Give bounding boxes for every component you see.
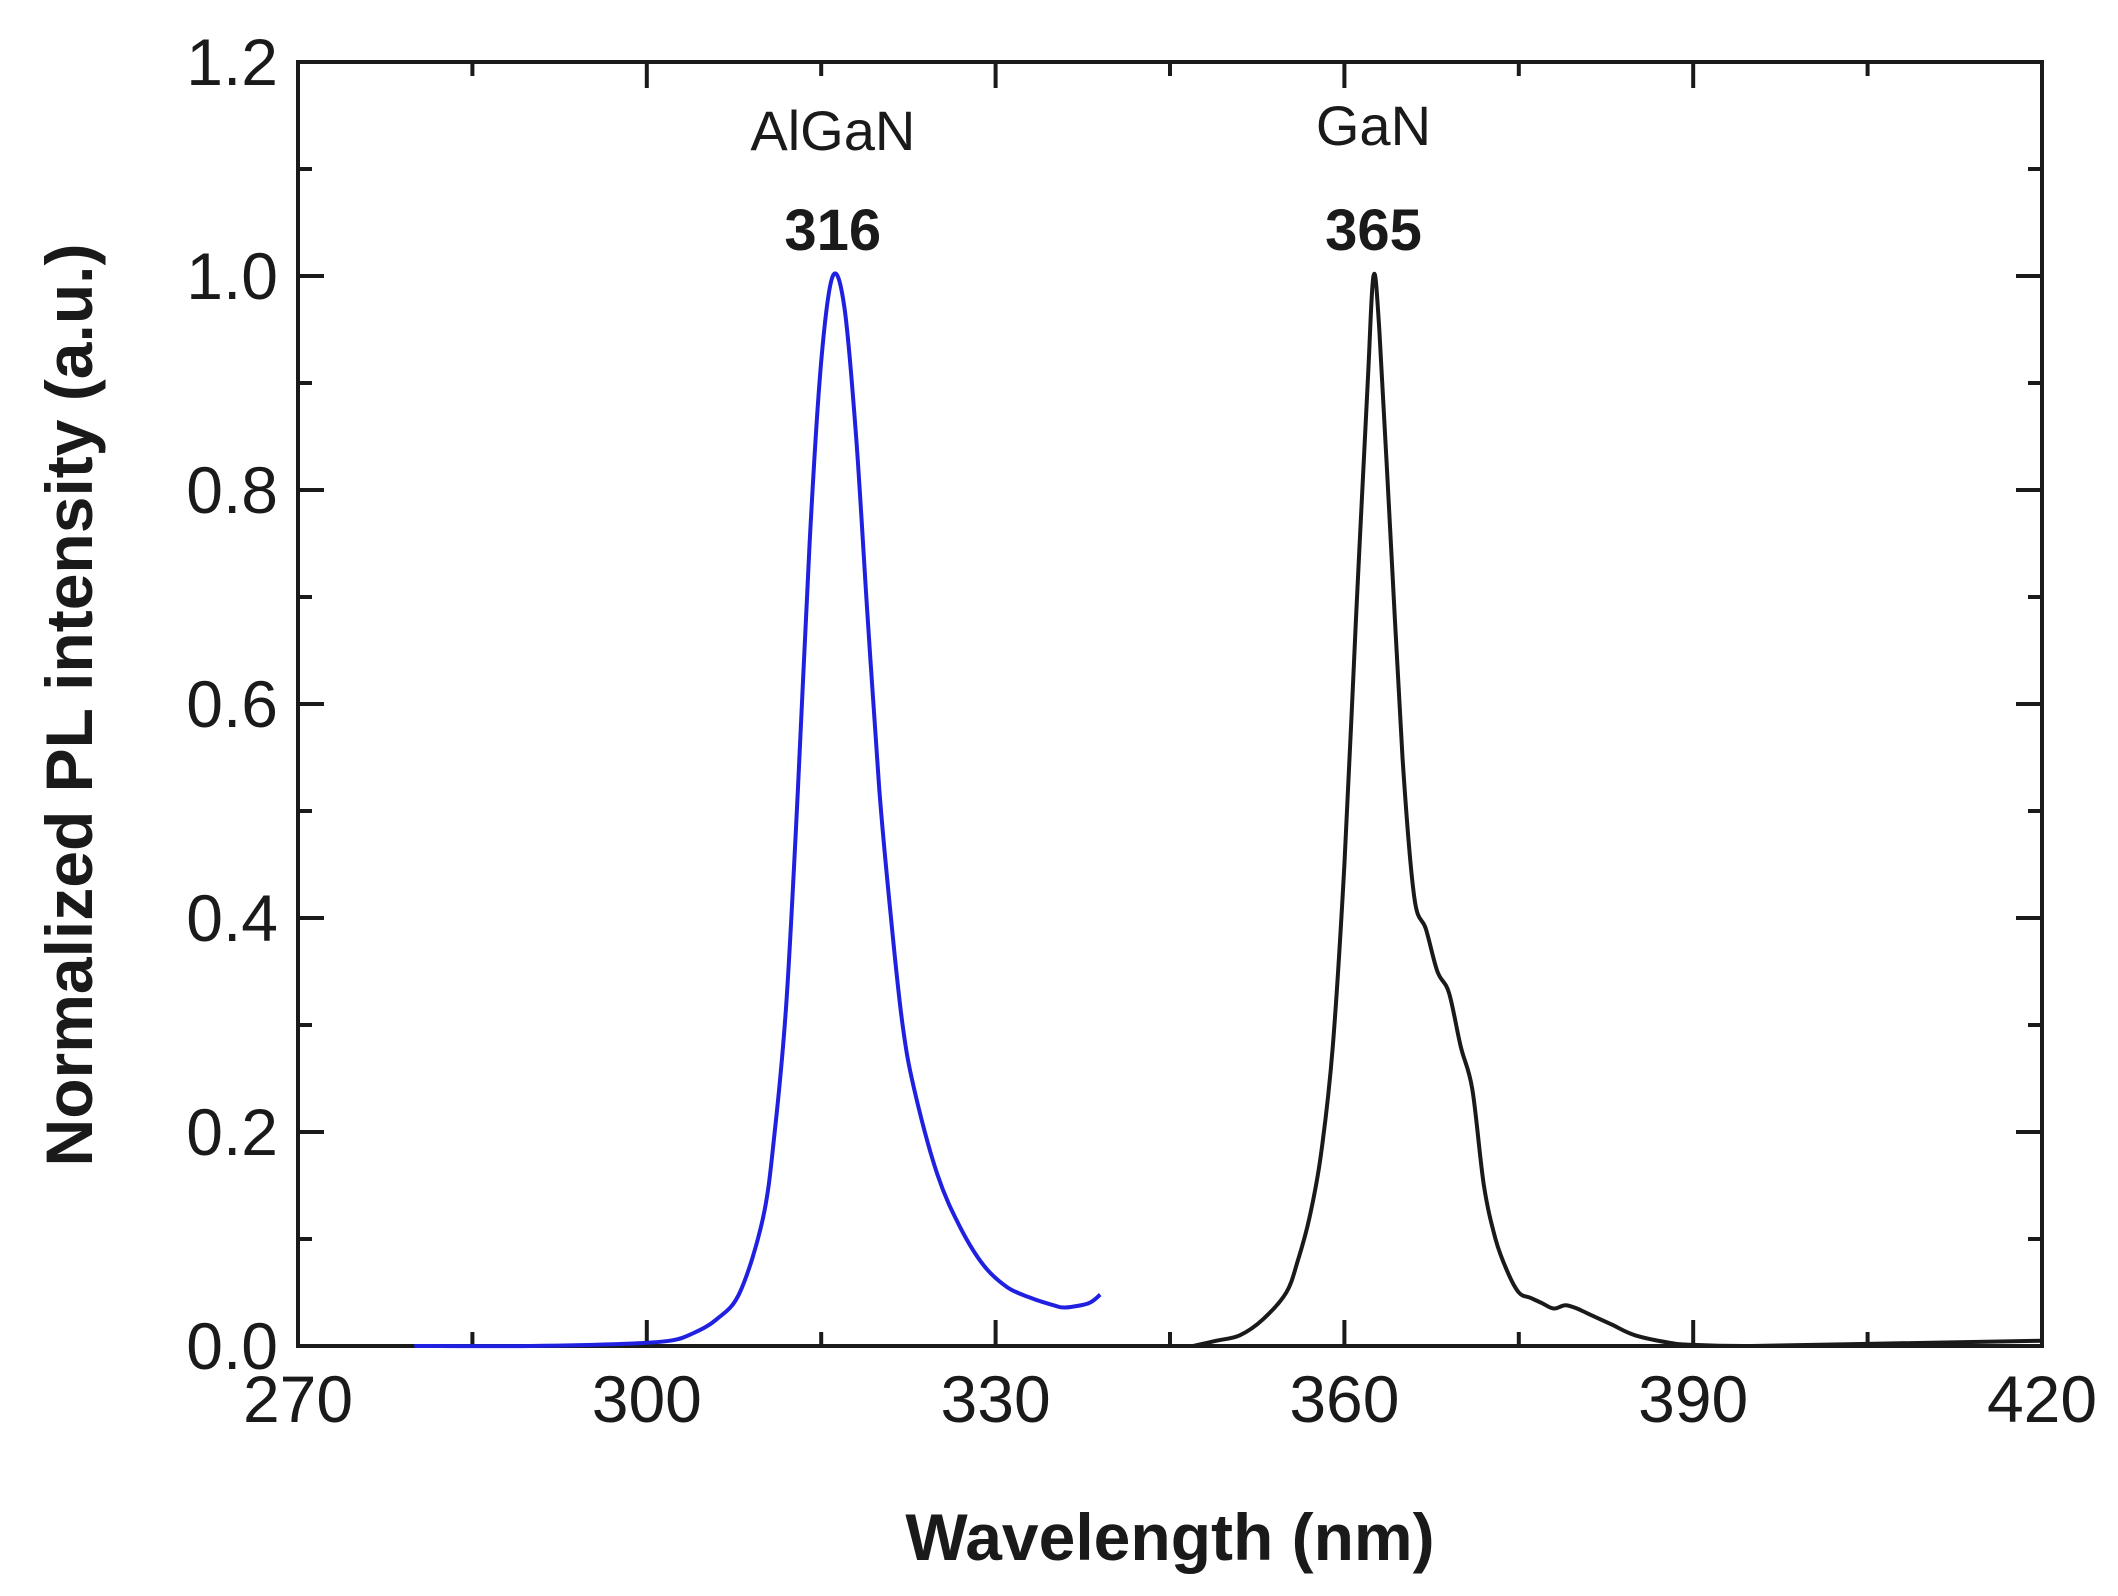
y-tick-label: 0.8: [186, 453, 278, 527]
peak-wavelength-label: 316: [784, 198, 881, 263]
y-tick-label: 0.2: [186, 1095, 278, 1169]
x-tick-labels: 270 300 330 360 390 420: [243, 1362, 2097, 1436]
x-tick-label: 270: [243, 1362, 353, 1436]
series-labels: AlGaN 316 GaN 365: [750, 94, 1431, 263]
peak-wavelength-label: 365: [1325, 198, 1422, 263]
series-name-label: GaN: [1316, 94, 1431, 157]
y-tick-label: 1.0: [186, 239, 278, 313]
plot-frame: [296, 60, 2044, 1348]
y-tick-label: 0.6: [186, 667, 278, 741]
x-tick-label: 420: [1987, 1362, 2097, 1436]
series-name-label: AlGaN: [750, 99, 915, 162]
x-tick-label: 360: [1289, 1362, 1399, 1436]
y-tick-label: 1.2: [186, 25, 278, 99]
y-tick-label: 0.0: [186, 1309, 278, 1383]
axis-ticks: [296, 60, 2044, 1348]
x-tick-label: 390: [1638, 1362, 1748, 1436]
x-axis-title: Wavelength (nm): [905, 1500, 1434, 1574]
series-line-gan: [1192, 272, 2043, 1349]
series-layer: [414, 271, 2043, 1349]
series-line-algan: [414, 271, 1102, 1349]
y-tick-labels: 0.0 0.2 0.4 0.6 0.8 1.0 1.2: [186, 25, 278, 1383]
x-tick-label: 300: [592, 1362, 702, 1436]
x-tick-label: 330: [941, 1362, 1051, 1436]
y-axis-title: Normalized PL intensity (a.u.): [32, 244, 106, 1167]
y-tick-label: 0.4: [186, 881, 278, 955]
